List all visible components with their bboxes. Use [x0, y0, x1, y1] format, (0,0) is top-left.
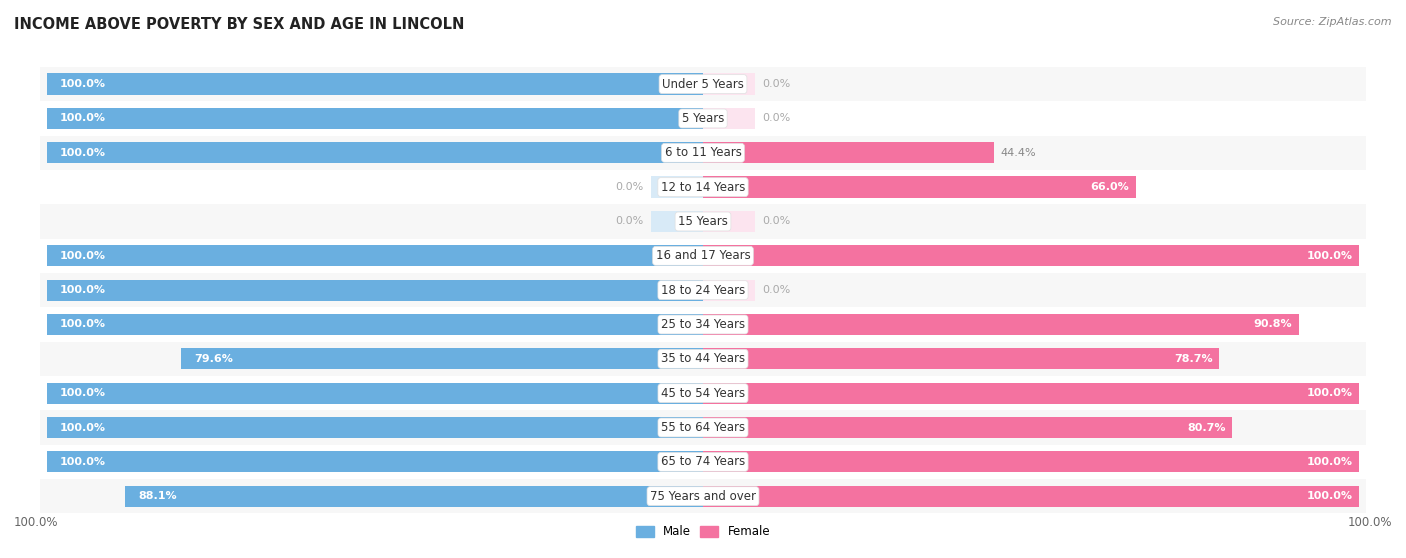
- Text: 65 to 74 Years: 65 to 74 Years: [661, 455, 745, 468]
- Bar: [703, 383, 1360, 404]
- Bar: [703, 176, 1136, 198]
- Bar: [41, 170, 1365, 204]
- Text: 100.0%: 100.0%: [60, 320, 105, 329]
- Text: 100.0%: 100.0%: [60, 113, 105, 123]
- Bar: [46, 245, 703, 267]
- Bar: [703, 451, 1360, 473]
- Bar: [703, 245, 1360, 267]
- Bar: [703, 348, 1219, 369]
- Bar: [41, 136, 1365, 170]
- Bar: [703, 485, 1360, 507]
- Bar: [46, 74, 703, 95]
- Text: 100.0%: 100.0%: [1306, 388, 1353, 398]
- Bar: [41, 102, 1365, 136]
- Text: 100.0%: 100.0%: [60, 457, 105, 467]
- Text: INCOME ABOVE POVERTY BY SEX AND AGE IN LINCOLN: INCOME ABOVE POVERTY BY SEX AND AGE IN L…: [14, 17, 464, 32]
- Text: 44.4%: 44.4%: [1001, 148, 1036, 158]
- Legend: Male, Female: Male, Female: [631, 521, 775, 543]
- Bar: [651, 176, 703, 198]
- Text: 0.0%: 0.0%: [616, 217, 644, 227]
- Text: 100.0%: 100.0%: [60, 251, 105, 261]
- Bar: [46, 314, 703, 335]
- Bar: [703, 417, 1233, 438]
- Bar: [703, 74, 755, 95]
- Text: 88.1%: 88.1%: [138, 491, 177, 501]
- Bar: [41, 410, 1365, 445]
- Text: 79.6%: 79.6%: [194, 354, 233, 364]
- Text: 45 to 54 Years: 45 to 54 Years: [661, 387, 745, 400]
- Bar: [41, 307, 1365, 341]
- Text: 100.0%: 100.0%: [60, 422, 105, 432]
- Bar: [41, 239, 1365, 273]
- Text: 100.0%: 100.0%: [60, 79, 105, 89]
- Bar: [703, 142, 994, 163]
- Bar: [125, 485, 703, 507]
- Bar: [41, 273, 1365, 307]
- Text: 0.0%: 0.0%: [616, 182, 644, 192]
- Text: 6 to 11 Years: 6 to 11 Years: [665, 146, 741, 159]
- Text: 100.0%: 100.0%: [1347, 516, 1392, 529]
- Bar: [651, 211, 703, 232]
- Text: Under 5 Years: Under 5 Years: [662, 78, 744, 90]
- Bar: [41, 67, 1365, 102]
- Bar: [703, 211, 755, 232]
- Bar: [46, 280, 703, 301]
- Text: 100.0%: 100.0%: [1306, 491, 1353, 501]
- Bar: [46, 108, 703, 129]
- Text: 5 Years: 5 Years: [682, 112, 724, 125]
- Text: 0.0%: 0.0%: [762, 79, 790, 89]
- Text: 18 to 24 Years: 18 to 24 Years: [661, 283, 745, 297]
- Text: 15 Years: 15 Years: [678, 215, 728, 228]
- Text: 100.0%: 100.0%: [60, 388, 105, 398]
- Text: 55 to 64 Years: 55 to 64 Years: [661, 421, 745, 434]
- Text: 100.0%: 100.0%: [1306, 251, 1353, 261]
- Bar: [41, 479, 1365, 513]
- Text: 35 to 44 Years: 35 to 44 Years: [661, 352, 745, 365]
- Text: 90.8%: 90.8%: [1254, 320, 1292, 329]
- Bar: [41, 376, 1365, 410]
- Text: 100.0%: 100.0%: [14, 516, 59, 529]
- Text: 78.7%: 78.7%: [1174, 354, 1213, 364]
- Text: 100.0%: 100.0%: [1306, 457, 1353, 467]
- Text: 100.0%: 100.0%: [60, 148, 105, 158]
- Text: 80.7%: 80.7%: [1188, 422, 1226, 432]
- Text: Source: ZipAtlas.com: Source: ZipAtlas.com: [1274, 17, 1392, 27]
- Text: 12 to 14 Years: 12 to 14 Years: [661, 181, 745, 194]
- Bar: [703, 280, 755, 301]
- Text: 0.0%: 0.0%: [762, 217, 790, 227]
- Bar: [181, 348, 703, 369]
- Bar: [46, 142, 703, 163]
- Text: 25 to 34 Years: 25 to 34 Years: [661, 318, 745, 331]
- Text: 0.0%: 0.0%: [762, 285, 790, 295]
- Bar: [41, 341, 1365, 376]
- Text: 16 and 17 Years: 16 and 17 Years: [655, 249, 751, 262]
- Bar: [46, 383, 703, 404]
- Bar: [703, 108, 755, 129]
- Bar: [46, 417, 703, 438]
- Bar: [41, 445, 1365, 479]
- Bar: [703, 314, 1299, 335]
- Bar: [41, 204, 1365, 239]
- Text: 0.0%: 0.0%: [762, 113, 790, 123]
- Text: 66.0%: 66.0%: [1091, 182, 1129, 192]
- Bar: [46, 451, 703, 473]
- Text: 100.0%: 100.0%: [60, 285, 105, 295]
- Text: 75 Years and over: 75 Years and over: [650, 490, 756, 503]
